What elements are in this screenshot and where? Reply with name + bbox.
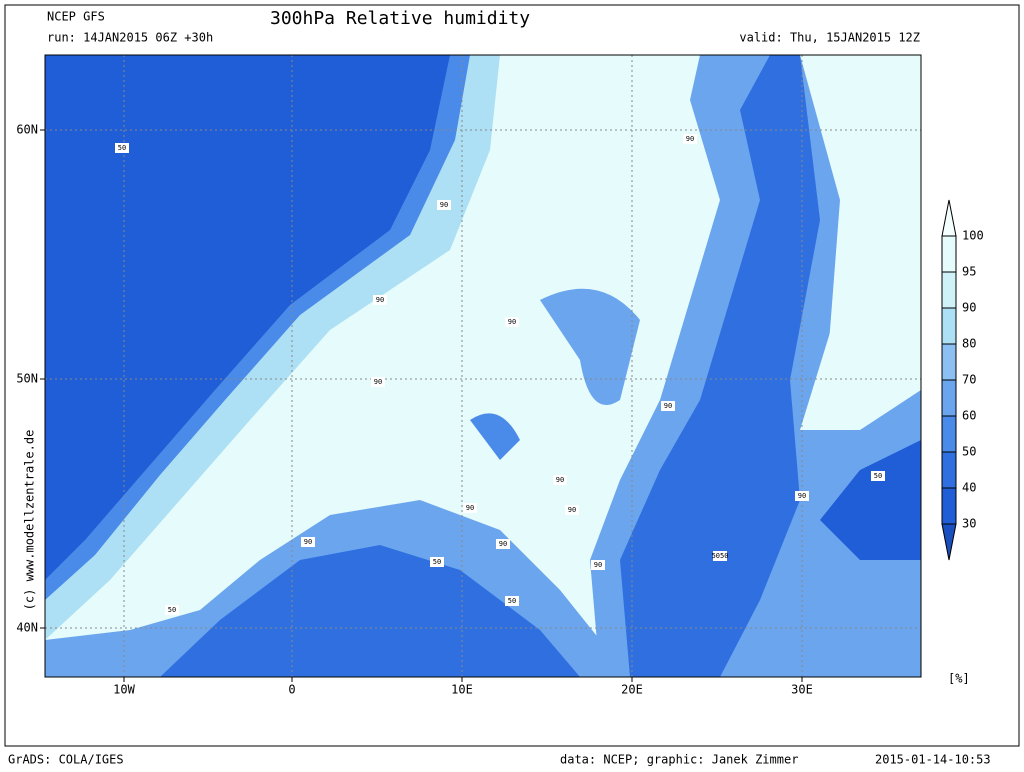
lon-label: 30E	[791, 683, 813, 697]
source: data: NCEP; graphic: Janek Zimmer	[560, 753, 798, 767]
contour-label-box	[373, 295, 387, 305]
page-frame	[4, 4, 1020, 747]
contour-label: 50	[508, 597, 516, 605]
contour-label-box	[430, 557, 444, 567]
colorbar-box	[941, 307, 957, 345]
colorbar-label: 90	[962, 301, 976, 315]
lat-label: 50N	[16, 372, 38, 386]
colorbar: 100 95 90 80 70 60 50 40 30	[941, 199, 984, 561]
contour-label-box	[871, 471, 885, 481]
lon-label: 10E	[451, 683, 473, 697]
title: 300hPa Relative humidity	[270, 8, 530, 29]
lat-label: 60N	[16, 123, 38, 137]
contour-label-box	[553, 475, 567, 485]
contour-label-box	[496, 539, 510, 549]
lon-label: 10W	[113, 683, 135, 697]
colorbar-label: 95	[962, 265, 976, 279]
field-band	[820, 440, 921, 560]
contour-label: 90	[686, 135, 694, 143]
contour-label-box	[591, 560, 605, 570]
contour-label: 90	[376, 296, 384, 304]
colorbar-box	[941, 487, 957, 525]
colorbar-box	[941, 343, 957, 381]
software: GrADS: COLA/IGES	[8, 753, 124, 767]
contour-label-box	[661, 401, 675, 411]
contour-label-box	[301, 537, 315, 547]
contour-label-box	[505, 596, 519, 606]
run: run: 14JAN2015 06Z +30h	[47, 31, 213, 45]
field-band	[620, 55, 820, 677]
timestamp: 2015-01-14-10:53	[875, 753, 991, 767]
colorbar-box	[941, 235, 957, 273]
contour-label: 50	[433, 558, 441, 566]
contour-label-box	[437, 200, 451, 210]
colorbar-label: 50	[962, 445, 976, 459]
contour-label: 50	[118, 144, 126, 152]
contour-label-box	[713, 551, 727, 561]
colorbar-box	[941, 415, 957, 453]
colorbar-box	[941, 451, 957, 489]
colorbar-label: 30	[962, 517, 976, 531]
map-frame	[44, 54, 922, 678]
lon-label: 0	[288, 683, 295, 697]
contour-label-box	[115, 143, 129, 153]
model: NCEP GFS	[47, 10, 105, 24]
contour-label: 90	[466, 504, 474, 512]
contour-label-box	[505, 317, 519, 327]
field-band	[45, 55, 450, 580]
contour-label-box	[683, 134, 697, 144]
contour-label: 50	[874, 472, 882, 480]
colorbar-label: 40	[962, 481, 976, 495]
contour-label-box	[463, 503, 477, 513]
colorbar-label: 70	[962, 373, 976, 387]
colorbar-bottom	[941, 523, 957, 561]
unit: [%]	[948, 672, 970, 686]
contour-label: 90	[304, 538, 312, 546]
contour-label: 5050	[712, 552, 729, 560]
contour-label: 90	[556, 476, 564, 484]
colorbar-top	[941, 199, 957, 237]
contour-label: 90	[798, 492, 806, 500]
colorbar-box	[941, 379, 957, 417]
field-band	[160, 545, 580, 677]
contour-label-box	[795, 491, 809, 501]
graticule	[45, 55, 921, 677]
contour-label: 90	[508, 318, 516, 326]
lat-label: 40N	[16, 621, 38, 635]
contour-label: 90	[568, 506, 576, 514]
credit: (c) www.modellzentrale.de	[23, 430, 37, 611]
colorbar-label: 100	[962, 229, 984, 243]
contour-label: 50	[168, 606, 176, 614]
field-band	[470, 413, 520, 460]
contour-label-box	[565, 505, 579, 515]
contour-label-box	[371, 377, 385, 387]
contour-label: 90	[594, 561, 602, 569]
contour-label: 90	[664, 402, 672, 410]
contour-label-box	[165, 605, 179, 615]
field-band	[800, 180, 921, 430]
contour-label: 90	[499, 540, 507, 548]
humidity-field	[45, 55, 921, 677]
contour-label: 90	[440, 201, 448, 209]
colorbar-box	[941, 271, 957, 309]
colorbar-label: 80	[962, 337, 976, 351]
colorbar-label: 60	[962, 409, 976, 423]
valid: valid: Thu, 15JAN2015 12Z	[739, 31, 920, 45]
field-band	[540, 288, 640, 405]
contour-label: 90	[374, 378, 382, 386]
lon-label: 20E	[621, 683, 643, 697]
